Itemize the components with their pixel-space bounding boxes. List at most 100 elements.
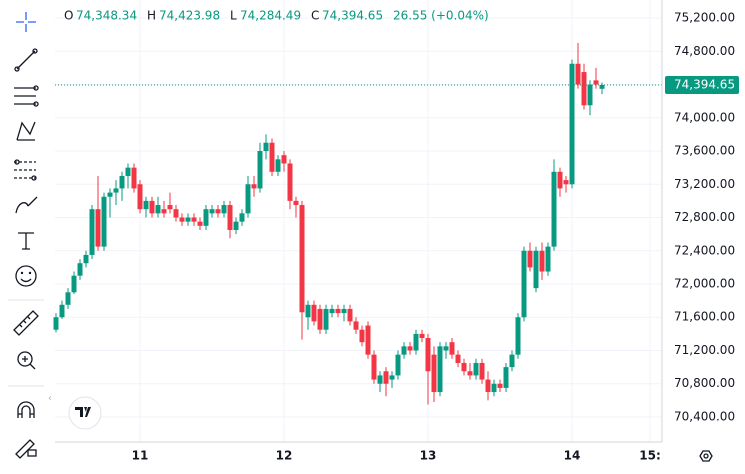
candle-body <box>101 196 107 247</box>
y-tick-label: 70,800.00 <box>674 376 735 390</box>
candle-body <box>227 205 233 230</box>
y-tick-label: 74,800.00 <box>674 44 735 58</box>
magnet-tool[interactable] <box>17 401 35 418</box>
high-value: 74,423.98 <box>159 9 220 23</box>
fib-tool[interactable] <box>14 85 39 107</box>
text-tool[interactable] <box>18 232 34 250</box>
candle-body <box>587 84 593 106</box>
candle-body <box>443 346 449 351</box>
candle-body <box>575 63 581 85</box>
lock-drawing-tool[interactable] <box>15 439 37 459</box>
candle-body <box>581 72 587 106</box>
candle-body <box>119 175 125 189</box>
candle-body <box>257 151 263 189</box>
x-tick-label: 14 <box>564 449 581 463</box>
candle-body <box>143 200 149 210</box>
candle-body <box>239 213 245 222</box>
candle-body <box>167 205 173 210</box>
x-tick-label: 13 <box>420 449 437 463</box>
candle-body <box>275 159 281 172</box>
change-value: 26.55 (+0.04%) <box>393 9 489 23</box>
candle-body <box>335 308 341 314</box>
candle-body <box>599 84 605 89</box>
brush-tool[interactable] <box>15 196 38 214</box>
candle-body <box>527 250 533 268</box>
candle-body <box>179 217 185 222</box>
candle-body <box>185 217 191 222</box>
y-tick-label: 72,000.00 <box>674 277 735 291</box>
candle-body <box>155 205 161 214</box>
candle-body <box>95 209 101 247</box>
candle-body <box>215 209 221 214</box>
candle-body <box>365 325 371 355</box>
x-tick-label: 12 <box>276 449 293 463</box>
projection-tool[interactable] <box>14 159 37 181</box>
candle-body <box>89 209 95 255</box>
candle-body <box>287 163 293 201</box>
last-price-tag <box>665 75 739 94</box>
toolbar-icons[interactable]: ‹ <box>8 12 52 459</box>
candle-body <box>563 180 569 185</box>
candle-body <box>113 188 119 193</box>
candle-body <box>245 184 251 214</box>
candle-body <box>191 217 197 222</box>
settings-icon[interactable] <box>699 450 713 462</box>
candle-body <box>545 246 551 272</box>
candle-body <box>233 221 239 230</box>
crosshair-tool[interactable] <box>16 12 36 32</box>
candle-body <box>509 354 515 368</box>
candle-body <box>377 375 383 384</box>
y-tick-label: 75,200.00 <box>674 11 735 25</box>
candle-body <box>593 80 599 85</box>
candle-body <box>491 383 497 393</box>
candle-body <box>389 375 395 380</box>
ruler-tool[interactable] <box>13 310 39 336</box>
candle-body <box>503 367 509 388</box>
candle-body <box>425 338 431 372</box>
candle-body <box>413 333 419 351</box>
candle-body <box>515 317 521 355</box>
price-axis <box>662 0 745 470</box>
candle-body <box>431 354 437 393</box>
open-value: 74,348.34 <box>76 9 137 23</box>
candle-body <box>293 200 299 206</box>
candle-body <box>203 209 209 226</box>
y-tick-label: 72,800.00 <box>674 210 735 224</box>
candle-body <box>347 308 353 322</box>
candle-body <box>299 205 305 313</box>
candle-body <box>107 192 113 197</box>
ohlc-legend: O 74,348.34 H 74,423.98 L 74,284.49 C 74… <box>64 9 489 23</box>
y-tick-label: 70,400.00 <box>674 409 735 423</box>
candle-body <box>353 321 359 330</box>
candle-body <box>197 221 203 226</box>
candle-body <box>221 205 227 214</box>
candle-body <box>449 342 455 355</box>
candle-body <box>557 171 563 189</box>
candle-body <box>251 184 257 189</box>
candle-body <box>149 200 155 214</box>
candle-body <box>323 308 329 330</box>
low-value: 74,284.49 <box>240 9 301 23</box>
close-key: C <box>311 9 319 23</box>
candle-body <box>59 304 65 318</box>
zoom-tool[interactable] <box>17 351 36 370</box>
collapse-arrow[interactable]: ‹ <box>48 393 52 404</box>
y-tick-label: 73,200.00 <box>674 177 735 191</box>
candle-body <box>53 317 59 330</box>
candle-body <box>125 167 131 176</box>
candle-body <box>395 354 401 376</box>
y-tick-label: 71,200.00 <box>674 343 735 357</box>
candle-body <box>341 308 347 314</box>
candle-body <box>65 292 71 305</box>
candle-body <box>437 346 443 393</box>
candle-body <box>521 250 527 318</box>
emoji-tool[interactable] <box>15 265 37 287</box>
candle-body <box>71 275 77 293</box>
y-tick-label: 71,600.00 <box>674 310 735 324</box>
pattern-tool[interactable] <box>16 121 36 141</box>
y-tick-label: 72,400.00 <box>674 243 735 257</box>
y-tick-label: 73,600.00 <box>674 144 735 158</box>
trend-line-tool[interactable] <box>14 48 38 72</box>
